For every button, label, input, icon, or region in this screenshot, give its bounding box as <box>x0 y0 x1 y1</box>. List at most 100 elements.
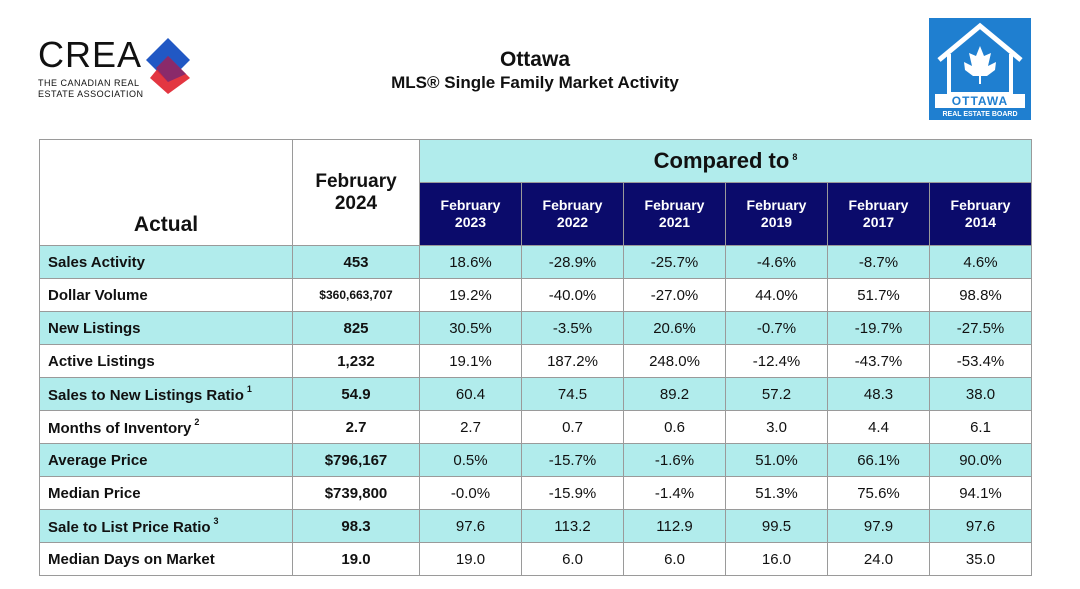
crea-logo: CREA THE CANADIAN REAL ESTATE ASSOCIATIO… <box>38 37 190 100</box>
row-label: Median Days on Market <box>39 542 293 576</box>
row-label: Sale to List Price Ratio 3 <box>39 509 293 543</box>
compared-header: Compared to 8 <box>419 139 1032 183</box>
current-value: 1,232 <box>292 344 420 378</box>
compared-value: 112.9 <box>623 509 726 543</box>
current-value: 2.7 <box>292 410 420 444</box>
compared-value: 19.1% <box>419 344 522 378</box>
compared-value: 30.5% <box>419 311 522 345</box>
row-label-text: Sales Activity <box>48 253 145 271</box>
ottawa-tagline: REAL ESTATE BOARD <box>942 111 1017 118</box>
note: 2 <box>194 417 200 427</box>
period-month: February <box>848 197 909 213</box>
period-year: 2021 <box>658 214 691 230</box>
current-value: 54.9 <box>292 377 420 411</box>
compared-value: 51.0% <box>725 443 828 477</box>
compared-value: 66.1% <box>827 443 930 477</box>
row-label-text: Average Price <box>48 451 148 469</box>
current-value: $360,663,707 <box>292 278 420 312</box>
current-value: 453 <box>292 245 420 279</box>
period-year: 2017 <box>862 214 895 230</box>
table-head: Actual February 2024 Compared to 8 Februar… <box>39 139 1032 246</box>
title: Ottawa <box>499 48 570 71</box>
table-row: Sale to List Price Ratio 3 98.3 97.6 113.2 11… <box>39 509 1032 543</box>
ottawa-name: OTTAWA <box>952 94 1008 108</box>
compared-value: 97.9 <box>827 509 930 543</box>
compared-value: -28.9% <box>521 245 624 279</box>
compared-value: 90.0% <box>929 443 1032 477</box>
row-label: Active Listings <box>39 344 293 378</box>
compared-value: -40.0% <box>521 278 624 312</box>
compared-value: -1.4% <box>623 476 726 510</box>
compared-value: 16.0 <box>725 542 828 576</box>
row-label: Dollar Volume <box>39 278 293 312</box>
table-row: Dollar Volume $360,663,707 19.2% -40.0% -27.… <box>39 278 1032 312</box>
table-row: Months of Inventory 2 2.7 2.7 0.7 0.6 3.0 4.4 6.… <box>39 410 1032 444</box>
ottawa-logo: OTTAWA REAL ESTATE BOARD <box>929 18 1031 120</box>
compared-value: 4.6% <box>929 245 1032 279</box>
compared-value: 74.5 <box>521 377 624 411</box>
row-label-text: Months of Inventory <box>48 420 192 437</box>
compared-value: -25.7% <box>623 245 726 279</box>
row-label-text: Sale to List Price Ratio <box>48 519 211 536</box>
period-month: February <box>440 197 501 213</box>
compared-value: 3.0 <box>725 410 828 444</box>
table-body: Sales Activity 453 18.6% -28.9% -25.7% -4.6% -… <box>39 245 1032 576</box>
compared-value: -8.7% <box>827 245 930 279</box>
compared-value: 6.1 <box>929 410 1032 444</box>
table-row: Sales to New Listings Ratio 1 54.9 60.4 74.5… <box>39 377 1032 411</box>
compared-value: 97.6 <box>929 509 1032 543</box>
period-month: February <box>542 197 603 213</box>
compared-value: 51.7% <box>827 278 930 312</box>
row-label: Months of Inventory 2 <box>39 410 293 444</box>
row-label: Average Price <box>39 443 293 477</box>
row-label-text: New Listings <box>48 319 141 337</box>
compared-value: -19.7% <box>827 311 930 345</box>
compared-value: 44.0% <box>725 278 828 312</box>
compared-value: -15.9% <box>521 476 624 510</box>
table-row: Active Listings 1,232 19.1% 187.2% 248.0% -12… <box>39 344 1032 378</box>
row-label: Median Price <box>39 476 293 510</box>
compared-value: 6.0 <box>623 542 726 576</box>
period-month: February <box>950 197 1011 213</box>
table-row: Average Price $796,167 0.5% -15.7% -1.6% 51.0… <box>39 443 1032 477</box>
note: 1 <box>246 384 252 394</box>
compared-value: 89.2 <box>623 377 726 411</box>
compared-value: -53.4% <box>929 344 1032 378</box>
row-label-text: Active Listings <box>48 352 155 370</box>
row-label: Sales Activity <box>39 245 293 279</box>
compared-value: -12.4% <box>725 344 828 378</box>
crea-mark <box>146 38 190 94</box>
compared-label: Compared to <box>653 148 790 173</box>
compared-value: 75.6% <box>827 476 930 510</box>
compared-value: 19.2% <box>419 278 522 312</box>
compared-value: -4.6% <box>725 245 828 279</box>
compared-value: 97.6 <box>419 509 522 543</box>
period-year: 2014 <box>964 214 997 230</box>
compared-value: -15.7% <box>521 443 624 477</box>
compared-value: 57.2 <box>725 377 828 411</box>
compared-value: 19.0 <box>419 542 522 576</box>
current-value: 19.0 <box>292 542 420 576</box>
period-year: 2022 <box>556 214 589 230</box>
compared-value: 248.0% <box>623 344 726 378</box>
compared-value: 60.4 <box>419 377 522 411</box>
compared-value: 51.3% <box>725 476 828 510</box>
note: 3 <box>213 516 219 526</box>
period-header: February 2019 <box>725 182 828 246</box>
note: 8 <box>792 152 798 162</box>
current-value: 825 <box>292 311 420 345</box>
compared-value: 98.8% <box>929 278 1032 312</box>
compared-value: -27.0% <box>623 278 726 312</box>
table-row: Median Price $739,800 -0.0% -15.9% -1.4% 51.3… <box>39 476 1032 510</box>
table-row: New Listings 825 30.5% -3.5% 20.6% -0.7% -19.7… <box>39 311 1032 345</box>
compared-value: -43.7% <box>827 344 930 378</box>
period-year: 2019 <box>760 214 793 230</box>
period-header: February 2022 <box>521 182 624 246</box>
compared-value: 0.5% <box>419 443 522 477</box>
compared-value: 0.6 <box>623 410 726 444</box>
current-value: 98.3 <box>292 509 420 543</box>
compared-value: 0.7 <box>521 410 624 444</box>
compared-value: -1.6% <box>623 443 726 477</box>
row-label-text: Median Days on Market <box>48 550 215 568</box>
